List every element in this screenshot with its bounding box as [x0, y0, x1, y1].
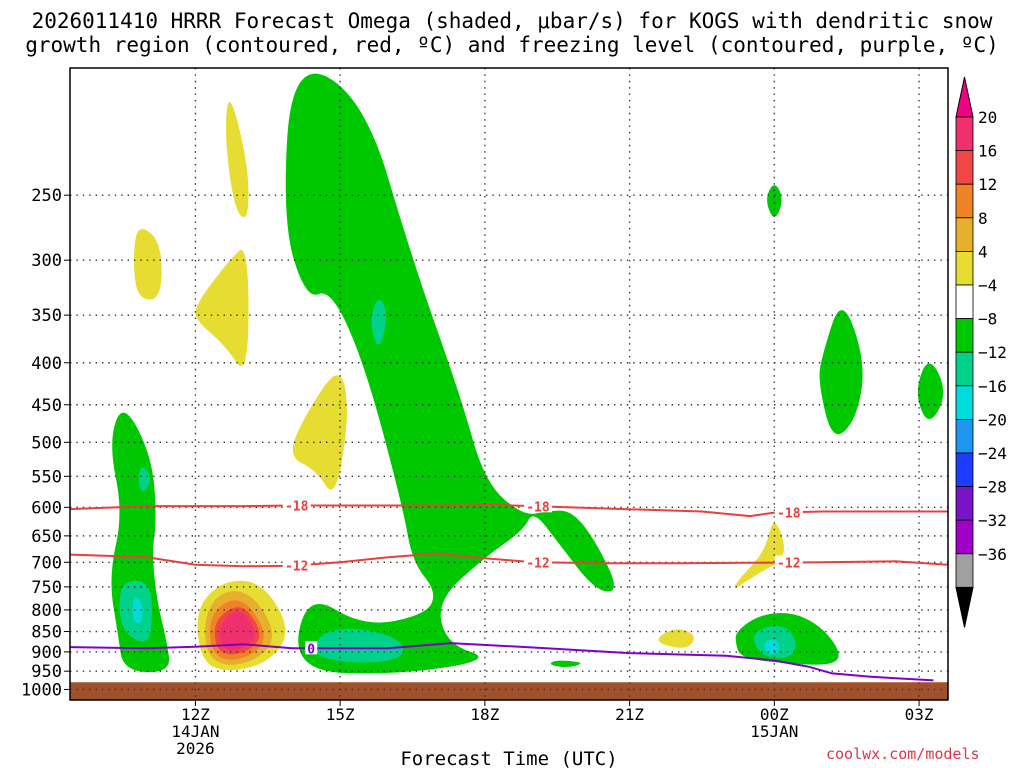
- y-tick-label-450: 450: [31, 396, 62, 416]
- colorbar-label: −36: [978, 545, 1007, 564]
- chart-title-line-2: growth region (contoured, red, ºC) and f…: [25, 33, 999, 57]
- y-tick-label-1000: 1000: [21, 680, 62, 700]
- x-tick-label-12Z: 12Z: [181, 705, 210, 724]
- yellow-omega-250: [226, 102, 249, 218]
- colorbar-swatch: [955, 385, 974, 420]
- green-omega--8: [285, 73, 614, 674]
- x-tick-year-12Z: 2026: [176, 739, 215, 758]
- colorbar-top-arrow: [955, 76, 974, 118]
- colorbar-label: 4: [978, 242, 988, 261]
- colorbar-swatch: [955, 519, 974, 555]
- y-tick-label-750: 750: [31, 578, 62, 598]
- colorbar-label: −8: [978, 310, 997, 329]
- omega-shading: [111, 73, 944, 674]
- colorbar-swatch: [955, 418, 974, 454]
- colorbar-label: −12: [978, 343, 1007, 362]
- yellow-omega-350: [195, 249, 249, 366]
- plot-background: [70, 68, 948, 700]
- y-tick-label-250: 250: [31, 186, 62, 206]
- colorbar-swatch: [955, 284, 974, 319]
- x-tick-label-00Z: 00Z: [760, 705, 789, 724]
- contour-label: -12: [526, 556, 549, 571]
- teal-omega-16z: [315, 628, 403, 663]
- contour-label-bg: [305, 641, 318, 655]
- colorbar-swatch: [955, 452, 974, 487]
- y-tick-label-700: 700: [31, 553, 62, 573]
- x-tick-label-18Z: 18Z: [470, 705, 499, 724]
- contour-label-bg: [774, 555, 803, 569]
- contour-label-bg: [523, 555, 552, 569]
- colorbar-label: 8: [978, 209, 988, 228]
- teal-omega-left-upper: [138, 467, 150, 492]
- colorbar-label: −28: [978, 478, 1007, 497]
- colorbar-swatch: [955, 318, 974, 353]
- plot-frame: [69, 67, 949, 701]
- yellow-omega-300: [133, 228, 162, 300]
- colorbar-swatch: [955, 217, 974, 252]
- yellow-omega-500: [292, 375, 347, 490]
- cyan-omega-00z: [764, 639, 780, 654]
- contour-label-bg: [523, 499, 552, 513]
- x-tick-date-00Z: 15JAN: [750, 722, 798, 741]
- colorbar-label: −24: [978, 444, 1007, 463]
- cyan-omega-left: [132, 598, 143, 623]
- y-tick-label-900: 900: [31, 643, 62, 663]
- green-omega-250: [767, 185, 782, 217]
- y-tick-label-800: 800: [31, 601, 62, 621]
- ground-terrain: [70, 682, 948, 700]
- colorbar-swatch: [955, 116, 974, 151]
- contour-label-bg: [774, 505, 803, 519]
- colorbar-label: −4: [978, 276, 997, 295]
- teal-omega-16z-upper: [371, 300, 386, 345]
- contour-label: -18: [526, 500, 550, 515]
- colorbar-swatch: [955, 351, 974, 387]
- contour-label: -12: [777, 557, 800, 572]
- colorbar-swatch: [955, 486, 974, 521]
- y-tick-label-300: 300: [31, 251, 62, 271]
- y-tick-label-950: 950: [31, 662, 62, 682]
- x-tick-label-03Z: 03Z: [905, 705, 934, 724]
- y-tick-label-600: 600: [31, 498, 62, 518]
- colorbar-label: 20: [978, 108, 997, 127]
- green-omega-20z: [550, 660, 581, 668]
- colorbar-swatch: [955, 150, 974, 185]
- yellow-omega-00z: [734, 523, 784, 588]
- x-tick-label-15Z: 15Z: [326, 705, 355, 724]
- green-omega-03z: [917, 363, 944, 419]
- x-tick-label-21Z: 21Z: [615, 705, 644, 724]
- colorbar-label: −16: [978, 377, 1007, 396]
- colorbar-label: 12: [978, 175, 997, 194]
- colorbar-label: 16: [978, 142, 997, 161]
- contour-label-bg: [282, 558, 311, 572]
- colorbar-label: −20: [978, 410, 1007, 429]
- y-tick-label-850: 850: [31, 623, 62, 643]
- y-tick-label-500: 500: [31, 433, 62, 453]
- y-tick-label-350: 350: [31, 306, 62, 326]
- y-tick-label-650: 650: [31, 527, 62, 547]
- contour-label: 0: [307, 642, 315, 657]
- colorbar: 20 16 12 8 4 −4 −8 −12 −16 −20 −24 −28 −32 −36: [955, 76, 1007, 628]
- x-axis-label: Forecast Time (UTC): [400, 748, 617, 768]
- contour-label: -18: [285, 500, 309, 515]
- yellow-omega-21z: [658, 629, 694, 648]
- colorbar-swatch: [955, 250, 974, 286]
- colorbar-bottom-arrow: [955, 586, 974, 628]
- contour-label: -18: [777, 506, 801, 521]
- y-tick-label-400: 400: [31, 354, 62, 374]
- contour-label: -12: [285, 559, 308, 574]
- contour-label-bg: [282, 498, 311, 512]
- chart-title-line-1: 2026011410 HRRR Forecast Omega (shaded, …: [31, 9, 993, 33]
- colorbar-swatch: [955, 553, 974, 588]
- green-omega-01z: [819, 310, 863, 435]
- colorbar-label: −32: [978, 511, 1007, 530]
- contour-line-0: [69, 642, 934, 682]
- temperature-contours: -18 -18 -18 -12 -12 -12 0: [69, 498, 949, 682]
- y-tick-label-550: 550: [31, 467, 62, 487]
- y-axis: 2503003504004505005506006507007508008509…: [21, 186, 70, 700]
- credit-text: coolwx.com/models: [826, 745, 980, 763]
- colorbar-swatch: [955, 183, 974, 219]
- x-tick-date-12Z: 14JAN: [171, 722, 219, 741]
